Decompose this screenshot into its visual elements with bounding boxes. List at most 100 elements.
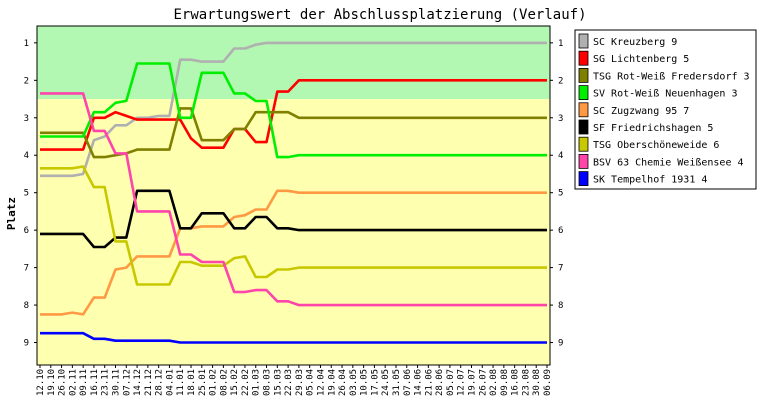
legend-swatch-1 [578,33,589,49]
legend-entry-2: SG Lichtenberg 5 [593,54,689,65]
x-tick-label-12: 28.12 [155,369,165,396]
x-tick-label-22: 08.03 [263,369,273,396]
x-tick-label-2: 19.10 [47,369,57,396]
x-tick-label-46: 23.08 [521,369,531,396]
x-tick-label-5: 09.11 [79,369,89,396]
x-tick-label-6: 16.11 [90,369,100,396]
legend-entry-1: SC Kreuzberg 9 [593,37,677,48]
x-tick-label-35: 07.06 [403,369,413,396]
x-tick-label-8: 30.11 [112,369,122,396]
x-tick-label-9: 07.12 [122,369,132,396]
x-tick-label-1: 12.10 [36,369,46,396]
x-tick-label-28: 19.04 [327,369,337,396]
y-tick-label-right-2: 2 [558,76,563,86]
legend: SC Kreuzberg 9 SG Lichtenberg 5 TSG Rot-We… [574,29,757,190]
legend-swatch-7 [578,136,589,152]
y-tick-label-right-7: 7 [558,264,563,274]
x-tick-label-3: 26.10 [58,369,68,396]
y-tick-label-6: 6 [24,226,29,236]
x-tick-label-31: 10.05 [360,369,370,396]
x-tick-label-14: 11.01 [176,369,186,396]
y-tick-label-right-6: 6 [558,226,563,236]
y-tick-label-5: 5 [24,189,29,199]
y-tick-label-right-1: 1 [558,39,563,49]
x-tick-label-19: 15.02 [230,369,240,396]
y-tick-label-right-8: 8 [558,301,563,311]
x-tick-label-38: 28.06 [435,369,445,396]
legend-swatch-5 [578,102,589,118]
x-tick-label-45: 16.08 [511,369,521,396]
y-tick-label-right-3: 3 [558,114,563,124]
legend-entry-7: TSG Oberschöneweide 6 [593,140,719,151]
y-tick-label-1: 1 [24,39,29,49]
x-tick-label-36: 14.06 [414,369,424,396]
x-tick-label-43: 02.08 [489,369,499,396]
x-tick-label-11: 21.12 [144,369,154,396]
y-tick-label-4: 4 [24,151,29,161]
x-tick-label-37: 21.06 [424,369,434,396]
x-tick-label-48: 06.09 [543,369,553,396]
x-tick-label-32: 17.05 [370,369,380,396]
y-tick-label-9: 9 [24,339,29,349]
legend-entry-9: SK Tempelhof 1931 4 [593,175,707,186]
x-tick-label-13: 04.01 [165,369,175,396]
x-tick-label-17: 01.02 [209,369,219,396]
x-tick-label-10: 14.12 [133,369,143,396]
x-tick-label-16: 25.01 [198,369,208,396]
y-axis-label: Platz [5,197,18,230]
series-line-1 [40,41,547,178]
y-tick-label-7: 7 [24,264,29,274]
plot-area: 1 12 23 34 45 56 67 78 89 912.10 19.10 26.10 02.11 09… [24,25,563,396]
x-tick-label-7: 23.11 [101,369,111,396]
series-line-7 [40,165,547,286]
x-tick-label-21: 01.03 [252,369,262,396]
plot-frame [36,25,551,366]
y-tick-label-3: 3 [24,114,29,124]
x-tick-label-18: 08.02 [219,369,229,396]
x-tick-label-26: 05.04 [306,369,316,396]
series-line-9 [40,331,547,344]
x-tick-label-20: 22.02 [241,369,251,396]
x-tick-label-4: 02.11 [68,369,78,396]
legend-entry-4: SV Rot-Weiß Neuenhagen 3 [593,89,738,100]
series-line-4 [40,62,547,159]
x-tick-label-33: 24.05 [381,369,391,396]
chart-title: Erwartungswert der Abschlussplatzierung … [173,7,586,23]
series-line-5 [40,189,547,316]
legend-entry-3: TSG Rot-Weiß Fredersdorf 3 [593,71,750,82]
legend-swatch-6 [578,119,589,135]
legend-entry-5: SC Zugzwang 95 7 [593,106,689,117]
x-tick-label-47: 30.08 [532,369,542,396]
y-tick-label-right-9: 9 [558,339,563,349]
legend-entry-8: BSV 63 Chemie Weißensee 4 [593,157,744,168]
legend-box [574,29,757,190]
x-tick-label-42: 26.07 [478,369,488,396]
y-tick-label-8: 8 [24,301,29,311]
x-tick-label-44: 09.08 [500,369,510,396]
x-tick-label-34: 31.05 [392,369,402,396]
background-band-1 [37,26,550,100]
x-tick-label-24: 22.03 [284,369,294,396]
legend-swatch-3 [578,68,589,83]
x-tick-label-15: 18.01 [187,369,197,396]
series-line-8 [40,92,547,307]
y-tick-label-2: 2 [24,76,29,86]
series-line-6 [40,189,547,249]
x-tick-label-30: 03.05 [349,369,359,396]
legend-entry-6: SF Friedrichshagen 5 [593,123,713,134]
x-tick-label-41: 19.07 [467,369,477,396]
y-tick-label-right-5: 5 [558,189,563,199]
legend-swatch-2 [578,50,589,66]
y-tick-label-right-4: 4 [558,151,563,161]
x-tick-label-40: 12.07 [457,369,467,396]
legend-swatch-4 [578,85,589,100]
x-tick-label-29: 26.04 [338,369,348,396]
background-band-2 [37,99,550,366]
x-tick-label-25: 29.03 [295,369,305,396]
x-tick-label-39: 05.07 [446,369,456,396]
legend-swatch-9 [578,171,589,187]
series-line-2 [40,79,547,151]
legend-swatch-8 [578,153,589,169]
